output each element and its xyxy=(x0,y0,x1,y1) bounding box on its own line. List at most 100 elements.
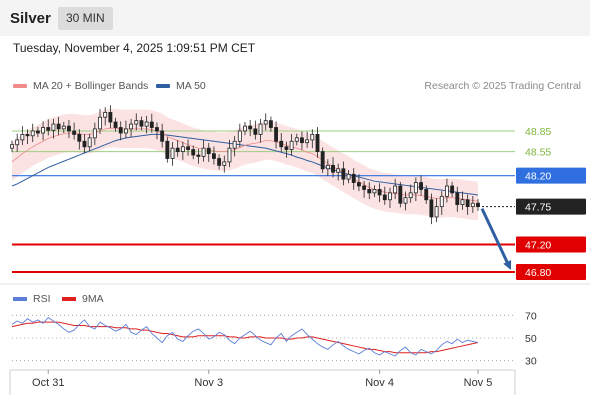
candle-body xyxy=(175,147,180,153)
candle-body xyxy=(232,140,237,149)
candle-body xyxy=(460,199,465,205)
candle-body xyxy=(444,185,449,197)
bollinger-band xyxy=(12,108,478,221)
bollinger-swatch-icon xyxy=(13,84,27,88)
candle-body xyxy=(336,168,341,173)
candle-body xyxy=(398,185,403,204)
candle-body xyxy=(72,130,77,135)
candle-body xyxy=(279,140,284,148)
level-label: 48.85 xyxy=(525,126,551,138)
candle-body xyxy=(305,139,310,144)
candle-body xyxy=(315,133,320,152)
legend-bollinger-label: MA 20 + Bollinger Bands xyxy=(33,80,149,92)
candle-body xyxy=(294,137,299,142)
candle-body xyxy=(310,133,315,141)
candle-body xyxy=(129,123,134,130)
candle-body xyxy=(103,111,108,118)
candle-body xyxy=(455,192,460,205)
candle-body xyxy=(346,173,351,180)
rsi-line xyxy=(11,317,479,357)
level-label: 48.20 xyxy=(525,171,551,183)
candle-body xyxy=(67,125,71,132)
instrument-title: Silver xyxy=(10,10,51,27)
candle-body xyxy=(331,164,335,173)
candle-body xyxy=(362,185,367,190)
candle-body xyxy=(351,173,356,183)
candle-body xyxy=(372,189,377,194)
ma50-swatch-icon xyxy=(156,84,170,88)
level-label: 46.80 xyxy=(525,267,551,279)
candle-body xyxy=(253,128,258,135)
candle-body xyxy=(134,120,139,125)
candle-body xyxy=(149,121,154,128)
forecast-arrow-head xyxy=(503,260,512,270)
candle-body xyxy=(268,120,273,128)
candle-body xyxy=(118,127,123,134)
level-label: 47.20 xyxy=(525,239,551,251)
level-box xyxy=(516,264,586,280)
research-credit: Research © 2025 Trading Central xyxy=(424,80,581,92)
candle-body xyxy=(61,125,66,130)
candle-body xyxy=(144,121,149,127)
rsi-tick-label: 30 xyxy=(525,356,537,368)
rsi-swatch-icon xyxy=(13,297,27,301)
x-tick-label: Nov 3 xyxy=(194,377,223,389)
candle-body xyxy=(320,151,325,170)
candle-body xyxy=(439,195,444,208)
candle-body xyxy=(35,130,40,134)
candle-body xyxy=(77,133,82,142)
candle-body xyxy=(160,130,165,142)
rsi-tick-label: 50 xyxy=(525,333,537,345)
candle-body xyxy=(403,197,408,204)
candle-body xyxy=(341,168,346,180)
candle-body xyxy=(217,158,222,166)
candle-body xyxy=(87,137,92,148)
candle-body xyxy=(56,123,61,130)
candle-body xyxy=(413,182,418,194)
level-label: 47.75 xyxy=(525,202,551,214)
candle-body xyxy=(289,140,294,150)
candle-body xyxy=(300,137,304,144)
candle-body xyxy=(408,192,413,199)
legend-rsi-ma-label: 9MA xyxy=(82,293,104,305)
candle-body xyxy=(98,116,102,130)
candle-body xyxy=(180,146,185,152)
candle-body xyxy=(25,133,30,137)
timeframe-button[interactable]: 30 MIN xyxy=(58,7,113,30)
candle-body xyxy=(367,189,372,194)
candle-body xyxy=(30,130,35,137)
rsi-tick-label: 70 xyxy=(525,310,537,322)
candle-body xyxy=(325,164,330,170)
legend-rsi: RSI xyxy=(13,293,51,305)
candle-body xyxy=(356,182,361,187)
candle-body xyxy=(20,133,25,141)
candle-body xyxy=(284,146,289,150)
level-box xyxy=(516,236,586,253)
x-tick-label: Nov 4 xyxy=(365,377,394,389)
candle-body xyxy=(377,189,382,196)
candle-body xyxy=(263,120,268,125)
candle-body xyxy=(191,149,196,156)
candle-body xyxy=(123,128,128,134)
candle-body xyxy=(51,123,56,131)
candle-body xyxy=(450,185,455,194)
candle-body xyxy=(82,140,87,148)
candle-body xyxy=(382,194,387,201)
x-tick-label: Nov 5 xyxy=(464,377,493,389)
forecast-arrow xyxy=(480,208,510,265)
candle-body xyxy=(201,147,206,157)
candle-body xyxy=(139,120,144,127)
candle-body xyxy=(227,147,232,163)
candle-body xyxy=(41,127,46,134)
candle-body xyxy=(393,185,398,194)
candle-body xyxy=(186,146,190,150)
candle-body xyxy=(470,202,475,208)
candle-body xyxy=(165,140,170,159)
candle-body xyxy=(237,130,242,142)
legend-rsi-label: RSI xyxy=(33,293,51,305)
legend-bollinger: MA 20 + Bollinger Bands xyxy=(13,80,148,92)
level-box xyxy=(516,167,586,184)
candle-body xyxy=(113,121,118,128)
rsi-ma-swatch-icon xyxy=(62,297,76,301)
